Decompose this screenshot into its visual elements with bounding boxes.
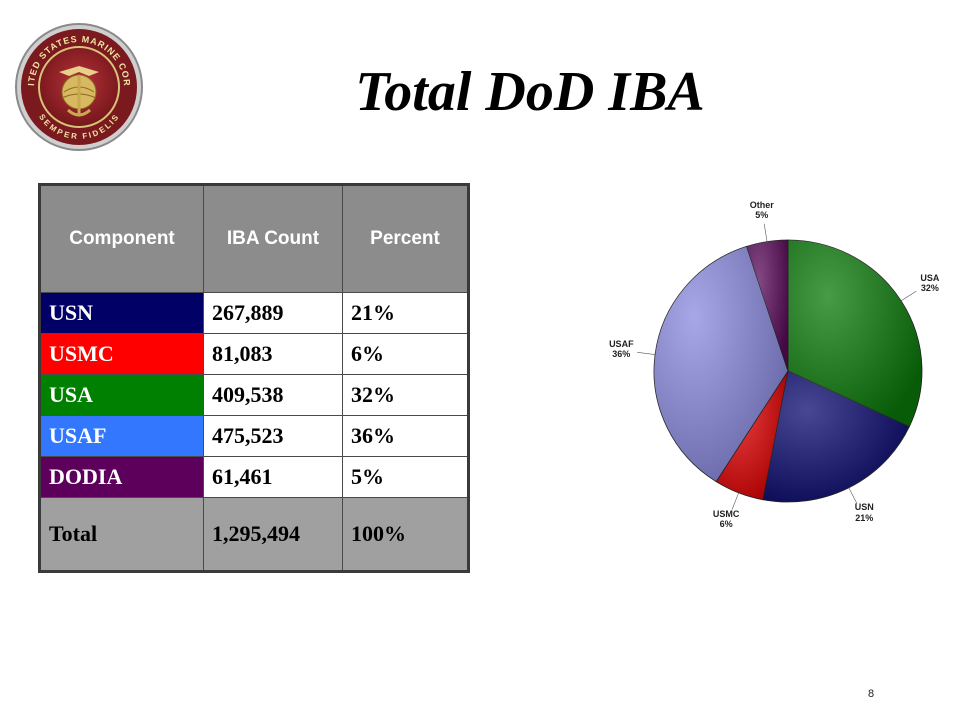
pie-label-usmc: USMC 6% xyxy=(708,509,744,530)
pie-leader-line xyxy=(637,352,656,355)
component-cell: USMC xyxy=(39,333,204,375)
component-cell: USA xyxy=(39,374,204,416)
pie-label-name: USMC xyxy=(712,508,740,519)
component-cell: USN xyxy=(39,292,204,334)
pie-slice-shading xyxy=(788,240,922,427)
count-cell: 267,889 xyxy=(203,292,343,334)
percent-cell: 6% xyxy=(342,333,469,375)
percent-cell: 21% xyxy=(342,292,469,334)
pie-label-name: USA xyxy=(920,272,940,283)
table-total-row: Total 1,295,494 100% xyxy=(39,497,469,572)
page-number: 8 xyxy=(868,688,875,700)
pie-label-value: 5% xyxy=(755,210,769,221)
pie-leader-line xyxy=(848,487,858,504)
pie-label-value: 36% xyxy=(612,349,631,360)
table-header-row: Component IBA Count Percent xyxy=(39,184,469,293)
pie-label-value: 21% xyxy=(855,512,874,523)
count-cell: 81,083 xyxy=(203,333,343,375)
pie-label-usa: USA 32% xyxy=(912,273,948,294)
percent-cell: 32% xyxy=(342,374,469,416)
table-row: USN 267,889 21% xyxy=(39,292,469,334)
percent-cell: 5% xyxy=(342,456,469,498)
pie-slice-shading xyxy=(654,246,788,482)
table-row: USMC 81,083 6% xyxy=(39,333,469,375)
header-iba-count: IBA Count xyxy=(203,184,343,293)
table-row: DODIA 61,461 5% xyxy=(39,456,469,498)
total-count: 1,295,494 xyxy=(203,497,343,572)
percent-cell: 36% xyxy=(342,415,469,457)
pie-label-name: USAF xyxy=(609,338,634,349)
marine-corps-seal: UNITED STATES MARINE CORPS SEMPER FIDELI… xyxy=(14,22,143,151)
pie-label-usaf: USAF 36% xyxy=(603,339,639,360)
pie-label-name: USN xyxy=(854,502,874,513)
pie-label-value: 32% xyxy=(920,283,939,294)
pie-leader-line xyxy=(900,290,917,302)
header-percent: Percent xyxy=(342,184,469,293)
component-cell: DODIA xyxy=(39,456,204,498)
pie-leader-line xyxy=(731,492,739,510)
pie-chart-svg xyxy=(637,223,923,510)
total-label: Total xyxy=(39,497,204,572)
pie-slice-shading xyxy=(746,240,788,371)
pie-label-name: Other xyxy=(749,199,774,210)
header-component: Component xyxy=(39,184,204,293)
count-cell: 409,538 xyxy=(203,374,343,416)
count-cell: 61,461 xyxy=(203,456,343,498)
pie-slice-shading xyxy=(716,371,788,500)
component-cell: USAF xyxy=(39,415,204,457)
count-cell: 475,523 xyxy=(203,415,343,457)
table-row: USA 409,538 32% xyxy=(39,374,469,416)
pie-label-other: Other 5% xyxy=(744,200,780,221)
pie-leader-line xyxy=(763,223,768,242)
total-percent: 100% xyxy=(342,497,469,572)
table-row: USAF 475,523 36% xyxy=(39,415,469,457)
slide-title: Total DoD IBA xyxy=(355,61,705,123)
pie-chart: USA 32% USN 21% USMC 6% USAF 36% Other 5% xyxy=(600,200,960,530)
iba-table: Component IBA Count Percent USN 267,889 21… xyxy=(38,183,470,573)
pie-label-usn: USN 21% xyxy=(846,502,882,523)
pie-label-value: 6% xyxy=(719,519,733,530)
pie-slice-shading xyxy=(762,371,910,502)
